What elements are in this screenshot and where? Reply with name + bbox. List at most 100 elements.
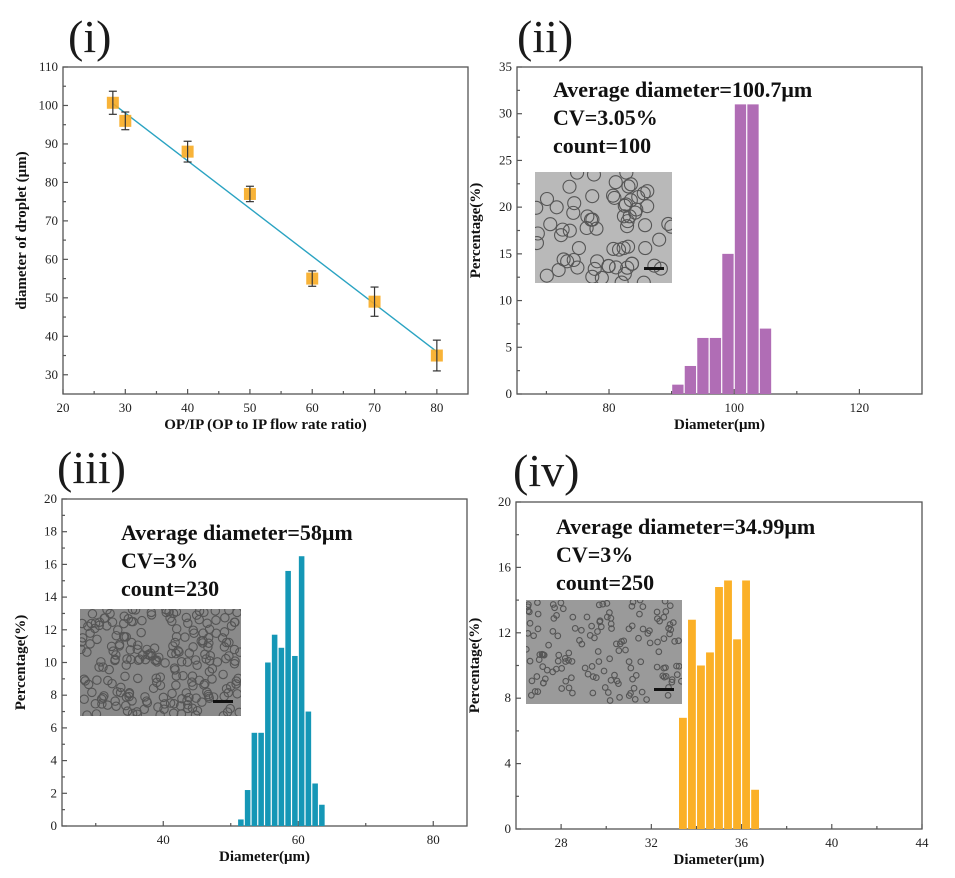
- y-tick-label: 110: [39, 59, 58, 74]
- x-axis-title: OP/IP (OP to IP flow rate ratio): [164, 417, 366, 433]
- droplet-icon: [565, 684, 573, 692]
- droplet-icon: [231, 679, 241, 689]
- droplet-icon: [627, 664, 635, 672]
- y-tick-label: 90: [45, 136, 58, 151]
- droplet-icon: [171, 680, 181, 690]
- droplet-icon: [578, 640, 586, 648]
- droplet-icon: [233, 673, 241, 684]
- droplet-icon: [616, 209, 631, 224]
- y-tick-label: 8: [51, 687, 58, 702]
- droplet-icon: [562, 658, 569, 665]
- droplet-icon: [554, 657, 562, 665]
- scale-bar: [644, 267, 664, 270]
- histogram-bar: [265, 662, 271, 826]
- panel-label: (iv): [513, 445, 579, 496]
- droplet-icon: [124, 689, 135, 699]
- panel-ii: (ii) 0 5 10 15 20 25 30 35 80 100 120 Diameter(μm) Pe…: [468, 11, 923, 433]
- droplet-icon: [558, 665, 566, 672]
- droplet-icon: [569, 689, 576, 697]
- fit-line: [112, 102, 438, 353]
- droplet-icon: [631, 189, 646, 205]
- droplet-icon: [639, 603, 647, 610]
- histogram-bar: [734, 104, 747, 394]
- droplet-icon: [526, 608, 533, 616]
- histogram-bar: [715, 587, 723, 829]
- droplet-icon: [655, 648, 663, 656]
- droplet-icon: [534, 610, 542, 618]
- inset-micrograph: [526, 600, 682, 704]
- x-tick-label: 44: [916, 835, 930, 850]
- droplets: [526, 600, 682, 704]
- y-tick-label: 60: [45, 251, 58, 266]
- droplet-icon: [94, 662, 104, 672]
- droplet-icon: [526, 657, 534, 665]
- droplet-icon: [664, 219, 672, 234]
- droplet-icon: [594, 628, 601, 635]
- droplet-icon: [603, 600, 611, 607]
- droplet-icon: [190, 655, 201, 665]
- droplet-icon: [551, 604, 558, 612]
- y-tick-label: 70: [45, 213, 58, 228]
- droplet-icon: [628, 602, 636, 610]
- droplet-icon: [526, 645, 530, 653]
- y-tick-label: 14: [44, 589, 58, 604]
- histogram-bar: [305, 711, 312, 826]
- histogram-bar: [724, 580, 732, 829]
- droplet-icon: [660, 673, 668, 681]
- x-tick-label: 120: [850, 400, 870, 415]
- droplet-icon: [601, 684, 609, 691]
- droplet-icon: [604, 689, 612, 696]
- droplets: [535, 172, 672, 283]
- inset-micrograph: [80, 609, 241, 716]
- droplet-icon: [183, 618, 193, 629]
- y-tick-label: 0: [506, 386, 513, 401]
- droplet-icon: [608, 175, 623, 190]
- droplet-icon: [543, 217, 558, 232]
- droplet-icon: [128, 616, 138, 627]
- droplet-icon: [526, 607, 532, 615]
- x-tick-label: 60: [306, 400, 319, 415]
- droplet-icon: [80, 618, 87, 629]
- droplet-icon: [176, 657, 187, 667]
- droplet-icon: [619, 172, 634, 180]
- x-tick-label: 40: [825, 835, 838, 850]
- droplet-icon: [550, 615, 558, 622]
- droplet-icon: [596, 617, 604, 625]
- x-tick-label: 28: [555, 835, 568, 850]
- stats-annotation: CV=3%: [121, 548, 198, 573]
- histogram-bar: [271, 634, 278, 826]
- droplet-icon: [80, 644, 86, 655]
- y-tick-label: 30: [499, 106, 512, 121]
- droplet-icon: [622, 646, 629, 654]
- droplet-icon: [656, 617, 663, 625]
- droplet-icon: [620, 260, 635, 275]
- histogram-bar: [244, 790, 251, 826]
- droplet-icon: [161, 609, 171, 615]
- x-axis-title: Diameter(μm): [674, 417, 765, 433]
- y-tick-label: 4: [51, 753, 58, 768]
- droplet-icon: [613, 640, 620, 648]
- panel-label: (ii): [517, 11, 573, 62]
- histogram-bar: [238, 819, 244, 826]
- droplet-icon: [632, 672, 640, 679]
- droplet-icon: [118, 631, 129, 642]
- droplet-icon: [535, 235, 544, 251]
- droplet-icon: [220, 612, 230, 623]
- droplet-icon: [646, 639, 654, 647]
- x-tick-label: 32: [645, 835, 658, 850]
- droplet-icon: [181, 688, 192, 698]
- droplet-icon: [585, 189, 600, 204]
- droplet-icon: [638, 218, 653, 233]
- droplet-icon: [183, 700, 193, 710]
- droplet-icon: [636, 610, 643, 618]
- stats-annotation: count=230: [121, 576, 219, 601]
- droplet-icon: [143, 649, 153, 660]
- droplet-icon: [85, 628, 95, 638]
- y-tick-label: 16: [44, 556, 58, 571]
- droplet-icon: [96, 657, 106, 667]
- droplet-icon: [570, 260, 585, 275]
- droplet-icon: [130, 609, 141, 615]
- droplet-icon: [212, 657, 223, 667]
- droplet-icon: [80, 676, 90, 686]
